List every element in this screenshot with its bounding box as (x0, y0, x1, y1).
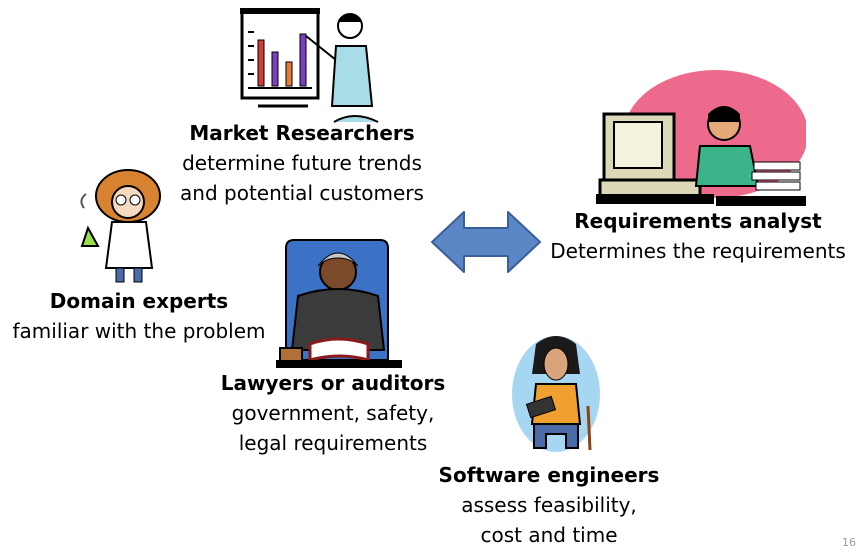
lawyers-auditors-block: Lawyers or auditors government, safety, … (210, 368, 456, 458)
software-engineer-illustration (512, 336, 600, 452)
lawyers-auditors-title: Lawyers or auditors (220, 371, 446, 395)
market-researcher-illustration (240, 8, 379, 123)
requirements-analyst-block: Requirements analyst Determines the requ… (540, 206, 856, 266)
lawyers-auditors-desc-line2: legal requirements (238, 431, 428, 455)
market-researchers-title: Market Researchers (189, 121, 415, 145)
domain-experts-block: Domain experts familiar with the problem (0, 286, 278, 346)
lawyers-auditors-desc-line1: government, safety, (231, 401, 435, 425)
domain-expert-illustration (80, 169, 161, 283)
software-engineers-desc-line1: assess feasibility, (461, 493, 637, 517)
software-engineers-block: Software engineers assess feasibility, c… (430, 460, 668, 550)
software-engineers-title: Software engineers (438, 463, 660, 487)
market-researchers-desc-line2: and potential customers (180, 181, 424, 205)
requirements-analyst-title: Requirements analyst (574, 209, 822, 233)
software-engineers-desc-line2: cost and time (480, 523, 618, 547)
domain-experts-desc: familiar with the problem (12, 319, 266, 343)
market-researchers-block: Market Researchers determine future tren… (168, 118, 436, 208)
lawyer-auditor-illustration (276, 239, 402, 368)
requirements-analyst-illustration (596, 70, 806, 206)
requirements-analyst-desc: Determines the requirements (550, 239, 846, 263)
double-arrow-icon (431, 211, 541, 273)
market-researchers-desc-line1: determine future trends (182, 151, 422, 175)
page-number: 16 (842, 536, 856, 549)
domain-experts-title: Domain experts (49, 289, 229, 313)
